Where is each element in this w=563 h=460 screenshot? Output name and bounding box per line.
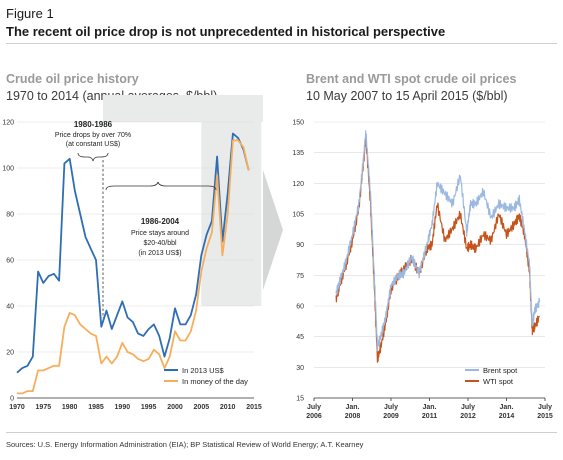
right-y-tick-label: 105 [292,212,304,219]
left-x-tick-label: 1980 [62,404,78,411]
right-series-line-1 [335,136,540,363]
right-y-tick-label: 15 [296,396,304,403]
annotation-1-line-1: Price drops by over 70% [55,132,131,139]
left-y-tick-label: 40 [6,304,14,311]
left-gridlines [17,121,254,399]
right-x-tick-label-top: July [307,404,321,411]
right-x-tick-label-bottom: 2006 [306,413,322,420]
left-series-line-0 [16,132,250,374]
legend-label-wti: WTI spot [483,377,514,386]
right-y-tick-label: 45 [296,334,304,341]
source-note: Sources: U.S. Energy Information Adminis… [6,440,364,449]
right-y-tick-label: 150 [292,120,304,127]
annotation-2-line-1: Price stays around [131,230,189,237]
left-x-tick-label: 1975 [36,404,52,411]
annotation-2-brace [105,181,217,191]
right-y-tick-label: 30 [296,365,304,372]
left-x-tick-label: 1985 [88,404,104,411]
transition-arrow-icon [263,170,283,290]
left-y-axis-ticks: 0 20 40 60 80 100 120 [2,120,14,403]
annotation-1-line-2: (at constant US$) [66,141,120,148]
left-y-tick-label: 60 [6,258,14,265]
figure-title: The recent oil price drop is not unprece… [6,24,446,39]
right-x-axis-ticks: July 2006 Jan. 2008 July 2009 Jan. 2011 July 2012… [306,398,553,420]
left-x-axis-ticks: 1970 1975 1980 1985 1990 1995 2000 2005 2010 2015 [9,404,262,411]
annotation-1-title: 1980-1986 [74,120,113,129]
right-chart-subtitle: 10 May 2007 to 15 April 2015 ($/bbl) [306,89,508,103]
left-y-tick-label: 20 [6,350,14,357]
right-series-lines [335,130,541,363]
annotation-1-brace [77,152,109,162]
right-y-tick-label: 75 [296,273,304,280]
right-y-tick-label: 120 [292,181,304,188]
left-series-lines [16,132,250,395]
left-series-line-1 [17,139,250,395]
left-highlight-shading [103,95,263,306]
right-legend: Brent spot WTI spot [465,366,518,386]
annotation-2-line-2: $20-40/bbl [143,240,177,247]
right-x-tick-label-bottom: 2015 [537,413,553,420]
left-chart-title: Crude oil price history [6,72,139,86]
left-x-tick-label: 2015 [246,404,262,411]
bottom-rule [6,432,557,433]
right-x-tick-label-top: July [461,404,475,411]
left-annotations: 1980-1986 Price drops by over 70% (at co… [55,120,217,318]
right-y-tick-label: 60 [296,304,304,311]
right-y-axis-ticks: 15 30 45 60 75 90 105 120 135 150 [292,120,304,403]
highlight-band-top [103,95,263,122]
legend-label-brent: Brent spot [483,366,518,375]
right-x-tick-label-bottom: 2012 [460,413,476,420]
left-legend: In 2013 US$ In money of the day [164,366,248,386]
right-gridlines [314,121,545,399]
legend-label-money: In money of the day [182,377,248,386]
annotation-2-title: 1986-2004 [141,217,180,226]
right-x-tick-label-top: Jan. [345,404,359,411]
right-x-tick-label-bottom: 2011 [422,413,437,420]
right-x-tick-label-top: July [384,404,398,411]
left-y-tick-label: 120 [2,120,14,127]
right-x-tick-label-top: July [538,404,552,411]
right-x-tick-label-top: Jan. [499,404,513,411]
left-x-tick-label: 2010 [220,404,236,411]
left-y-tick-label: 0 [10,396,14,403]
legend-label-2013: In 2013 US$ [182,366,225,375]
left-x-tick-label: 2000 [167,404,183,411]
top-rule [6,43,557,44]
right-chart-title: Brent and WTI spot crude oil prices [306,72,517,86]
left-x-tick-label: 1970 [9,404,25,411]
right-x-tick-label-bottom: 2014 [499,413,515,420]
right-x-tick-label-bottom: 2009 [383,413,399,420]
right-y-tick-label: 90 [296,242,304,249]
figure-label: Figure 1 [6,6,54,21]
right-y-tick-label: 135 [292,150,304,157]
right-x-tick-label-bottom: 2008 [345,413,361,420]
left-y-tick-label: 80 [6,212,14,219]
left-y-tick-label: 100 [2,166,14,173]
left-x-tick-label: 1990 [115,404,131,411]
right-x-tick-label-top: Jan. [422,404,436,411]
annotation-2-line-3: (in 2013 US$) [138,250,181,257]
left-x-tick-label: 2005 [194,404,210,411]
right-series-line-0 [335,130,541,352]
left-x-tick-label: 1995 [141,404,157,411]
